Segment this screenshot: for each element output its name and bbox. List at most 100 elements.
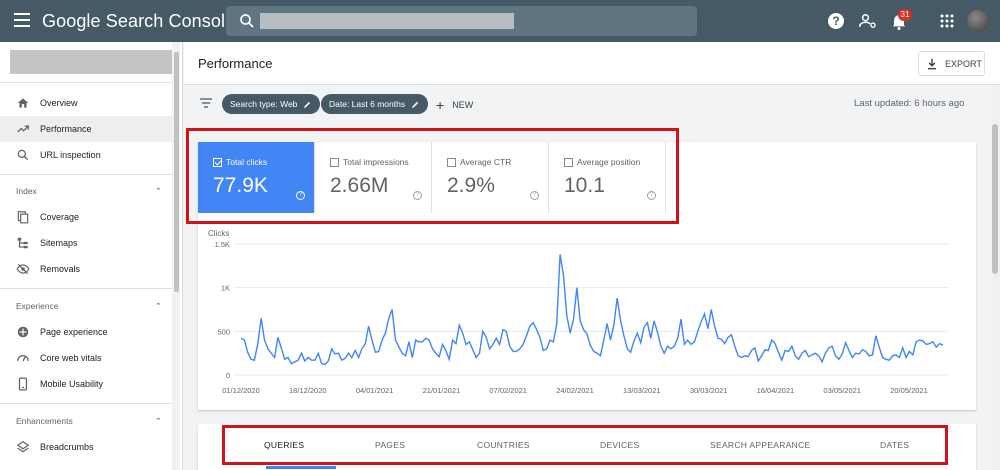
metric-average-ctr[interactable]: Average CTR 2.9% ? (432, 142, 549, 213)
avatar[interactable] (967, 10, 989, 32)
hamburger-icon[interactable] (14, 13, 30, 27)
y-axis-label: Clicks (208, 229, 229, 238)
metric-value: 2.66M (330, 174, 389, 197)
section-enhancements-header[interactable]: Enhancements ⌃ (16, 416, 162, 427)
layers-icon (16, 441, 30, 453)
app-title[interactable]: Google Search Console (42, 11, 236, 31)
trending-up-icon (17, 125, 29, 133)
help-icon[interactable]: ? (647, 191, 656, 200)
checkbox[interactable] (447, 157, 456, 167)
metric-total-clicks[interactable]: Total clicks 77.9K ? (198, 142, 315, 213)
export-label: EXPORT (945, 58, 982, 69)
sidebar-item-label: Breadcrumbs (40, 442, 94, 452)
sidebar-item-url-inspection[interactable]: URL inspection (0, 142, 172, 168)
new-filter-button[interactable]: + NEW (436, 97, 473, 113)
sidebar-item-mobile-usability[interactable]: Mobile Usability (0, 371, 172, 397)
sidebar-item-label: Mobile Usability (40, 379, 104, 389)
download-icon (927, 58, 937, 69)
sidebar-item-coverage[interactable]: Coverage (0, 204, 172, 230)
x-tick-label: 24/02/2021 (556, 386, 594, 395)
sidebar-divider (0, 403, 172, 404)
metric-total-impressions[interactable]: Total impressions 2.66M ? (315, 142, 432, 213)
search-input[interactable] (226, 6, 697, 36)
filter-bar: Search type: Web Date: Last 6 months + N… (184, 85, 990, 123)
removals-icon (16, 263, 30, 275)
sidebar: Overview Performance URL inspection Inde… (0, 42, 183, 470)
tab-pages[interactable]: PAGES (375, 440, 406, 450)
main-scrollbar[interactable] (990, 85, 1000, 470)
metric-value: 77.9K (213, 174, 268, 197)
sidebar-item-label: Core web vitals (40, 353, 102, 363)
coverage-icon (17, 211, 29, 224)
export-button[interactable]: EXPORT (918, 51, 985, 76)
notification-count-badge: 31 (898, 9, 912, 21)
y-tick-label: 1.5K (215, 240, 230, 249)
x-tick-label: 30/03/2021 (690, 386, 728, 395)
metric-label: Average CTR (460, 157, 512, 167)
new-label: NEW (452, 100, 474, 110)
home-icon (17, 98, 29, 108)
y-tick-label: 1K (221, 284, 230, 293)
sidebar-item-page-experience[interactable]: Page experience (0, 319, 172, 345)
x-tick-label: 03/05/2021 (823, 386, 861, 395)
sidebar-item-core-web-vitals[interactable]: Core web vitals (0, 345, 172, 371)
section-title: Experience (16, 301, 59, 311)
metric-value: 10.1 (564, 174, 605, 197)
checkbox[interactable] (213, 157, 222, 167)
y-tick-label: 0 (226, 371, 230, 380)
active-tab-indicator (266, 466, 336, 469)
metric-value: 2.9% (447, 174, 495, 197)
x-tick-label: 20/05/2021 (890, 386, 928, 395)
section-index-header[interactable]: Index ⌃ (16, 186, 162, 197)
chevron-up-icon: ⌃ (154, 301, 162, 311)
section-experience-header[interactable]: Experience ⌃ (16, 301, 162, 312)
pencil-icon (412, 101, 419, 108)
page-experience-icon (17, 326, 29, 338)
sidebar-item-label: Coverage (40, 212, 80, 222)
highlight-box (222, 425, 948, 465)
highlight-box (186, 128, 679, 224)
sidebar-item-sitemaps[interactable]: Sitemaps (0, 230, 172, 256)
sidebar-item-removals[interactable]: Removals (0, 256, 172, 282)
section-title: Enhancements (16, 416, 73, 426)
plus-icon: + (436, 97, 445, 113)
y-tick-label: 500 (217, 327, 230, 336)
sidebar-divider (0, 82, 172, 83)
pencil-icon (304, 101, 311, 108)
search-icon (17, 149, 29, 161)
tab-devices[interactable]: DEVICES (600, 440, 640, 450)
help-icon[interactable]: ? (530, 191, 539, 200)
tab-countries[interactable]: COUNTRIES (477, 440, 530, 450)
date-range-chip[interactable]: Date: Last 6 months (321, 94, 429, 114)
x-tick-label: 04/01/2021 (356, 386, 394, 395)
sidebar-scrollbar-thumb[interactable] (174, 52, 179, 292)
clicks-series-line (240, 254, 944, 366)
sidebar-item-label: Performance (40, 124, 92, 134)
sidebar-item-performance[interactable]: Performance (0, 116, 172, 142)
sidebar-item-overview[interactable]: Overview (0, 90, 172, 116)
chevron-up-icon: ⌃ (154, 186, 162, 196)
sidebar-item-label: Sitemaps (40, 238, 78, 248)
x-tick-label: 01/12/2020 (222, 386, 260, 395)
checkbox[interactable] (564, 157, 573, 167)
metric-label: Total clicks (226, 157, 268, 167)
sidebar-divider (0, 288, 172, 289)
search-type-chip[interactable]: Search type: Web (222, 94, 321, 114)
tab-queries[interactable]: QUERIES (264, 440, 305, 450)
apps-grid-icon[interactable] (937, 11, 957, 31)
main-scrollbar-thumb[interactable] (992, 124, 998, 274)
help-icon[interactable]: ? (413, 191, 422, 200)
sidebar-item-label: Overview (40, 98, 78, 108)
property-selector[interactable] (10, 50, 176, 74)
help-icon[interactable]: ? (826, 11, 846, 31)
metric-average-position[interactable]: Average position 10.1 ? (549, 142, 666, 213)
tab-dates[interactable]: DATES (880, 440, 910, 450)
manage-users-icon[interactable] (858, 11, 878, 31)
tab-search-appearance[interactable]: SEARCH APPEARANCE (710, 440, 811, 450)
chip-label: Date: Last 6 months (329, 99, 406, 109)
sidebar-item-breadcrumbs[interactable]: Breadcrumbs (0, 434, 172, 460)
section-title: Index (16, 186, 37, 196)
checkbox[interactable] (330, 157, 339, 167)
filter-icon[interactable] (200, 98, 212, 108)
help-icon[interactable]: ? (296, 191, 305, 200)
